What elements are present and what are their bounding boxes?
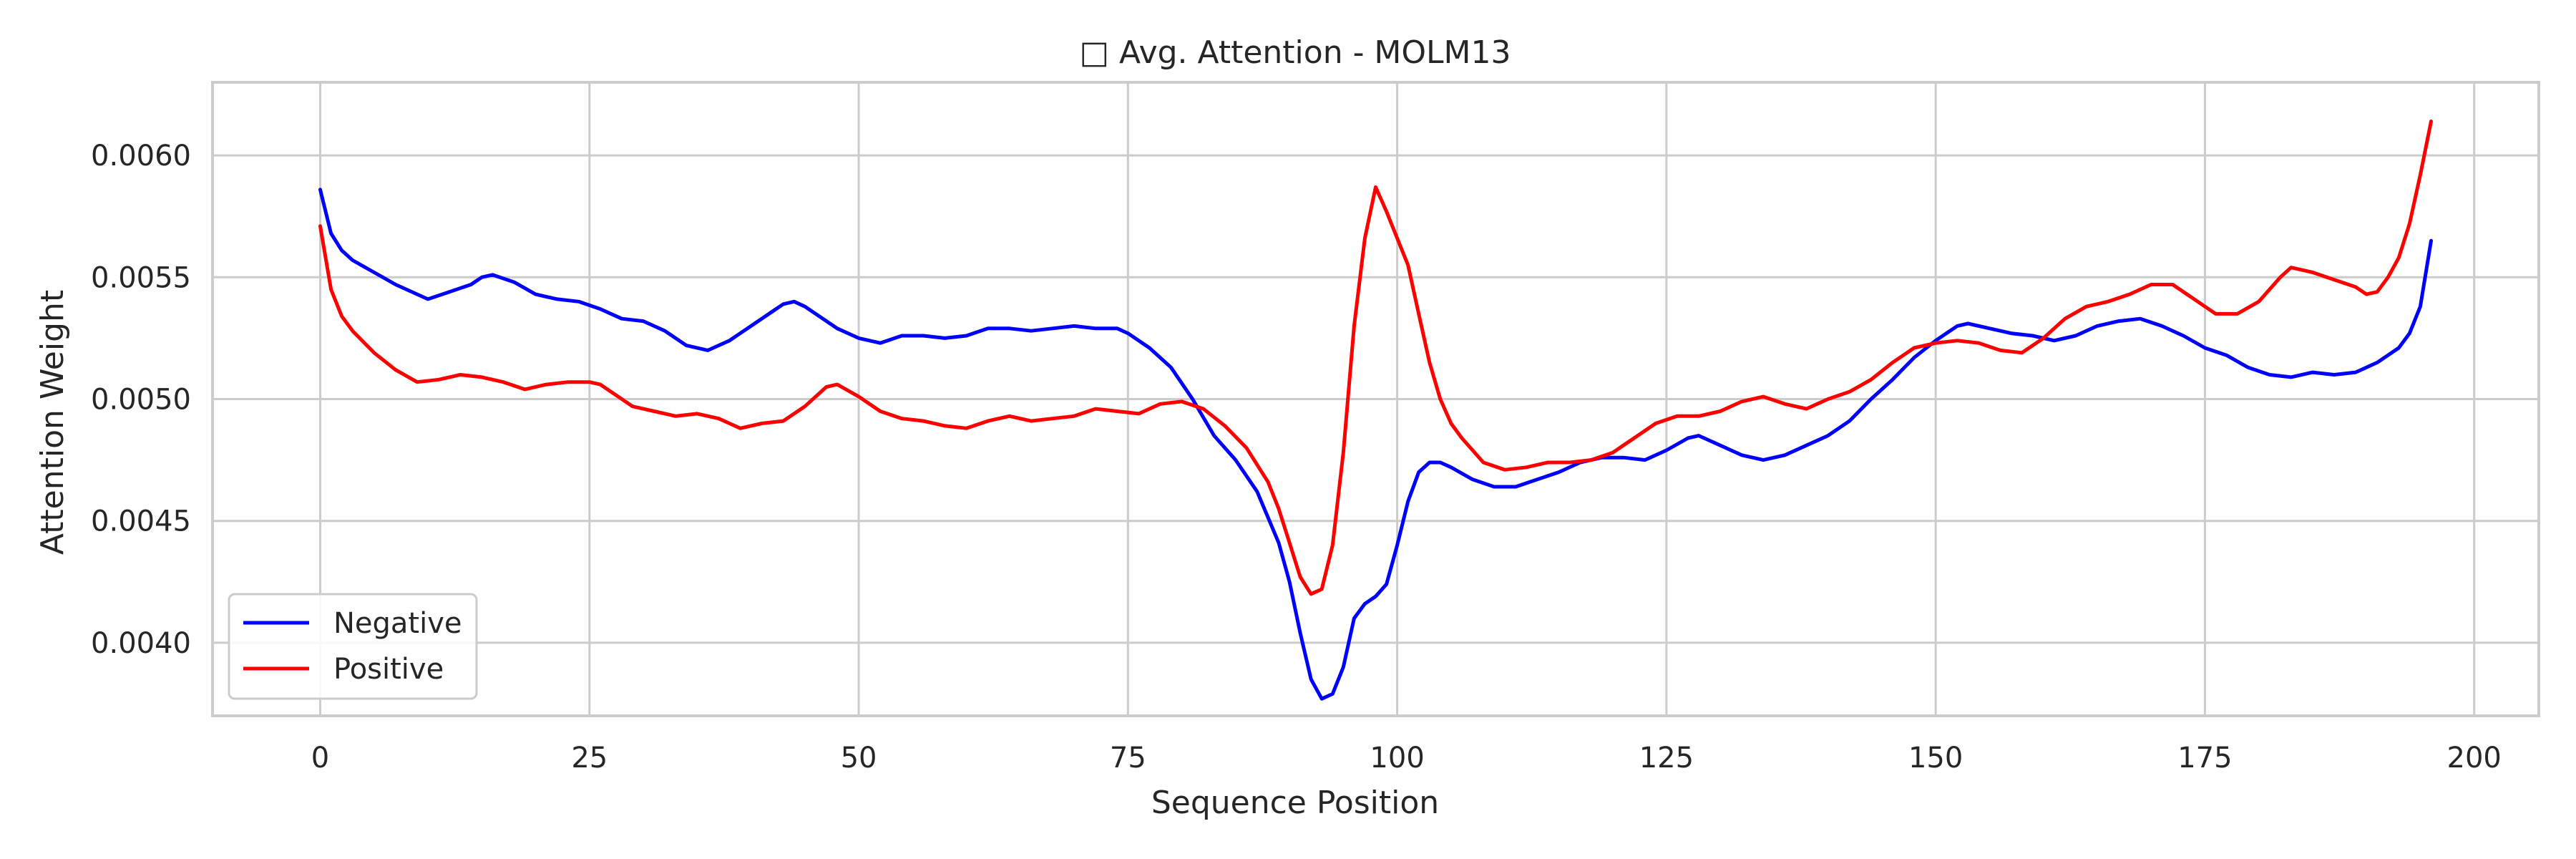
x-tick-label: 150 (1908, 742, 1963, 775)
y-tick-label: 0.0055 (91, 261, 191, 294)
x-tick-label: 25 (571, 742, 608, 775)
y-tick-label: 0.0040 (91, 627, 191, 660)
y-axis-label: Attention Weight (34, 290, 71, 555)
series-line-negative (318, 188, 2433, 701)
legend-label-negative: Negative (333, 607, 462, 640)
chart-title: □ Avg. Attention - MOLM13 (1079, 34, 1511, 71)
tick-label-layer: 0 25 50 75 100 125 150 175 200 0.0040 0.0045 0.0050… (91, 140, 2502, 775)
legend-box (228, 593, 478, 700)
series-line-positive (318, 120, 2433, 596)
y-tick-label: 0.0045 (91, 505, 191, 538)
x-tick-label: 125 (1639, 742, 1694, 775)
legend: Negative Positive (228, 593, 478, 700)
series-layer (318, 120, 2433, 701)
x-tick-label: 0 (311, 742, 329, 775)
grid-layer (213, 82, 2539, 716)
x-axis-label: Sequence Position (1151, 785, 1439, 821)
x-tick-label: 175 (2177, 742, 2232, 775)
x-tick-label: 100 (1370, 742, 1424, 775)
y-tick-label: 0.0050 (91, 384, 191, 417)
legend-label-positive: Positive (333, 653, 444, 686)
y-tick-label: 0.0060 (91, 140, 191, 173)
x-tick-label: 200 (2447, 742, 2502, 775)
plot-frame (211, 81, 2540, 717)
x-tick-label: 75 (1110, 742, 1146, 775)
x-tick-label: 50 (841, 742, 877, 775)
